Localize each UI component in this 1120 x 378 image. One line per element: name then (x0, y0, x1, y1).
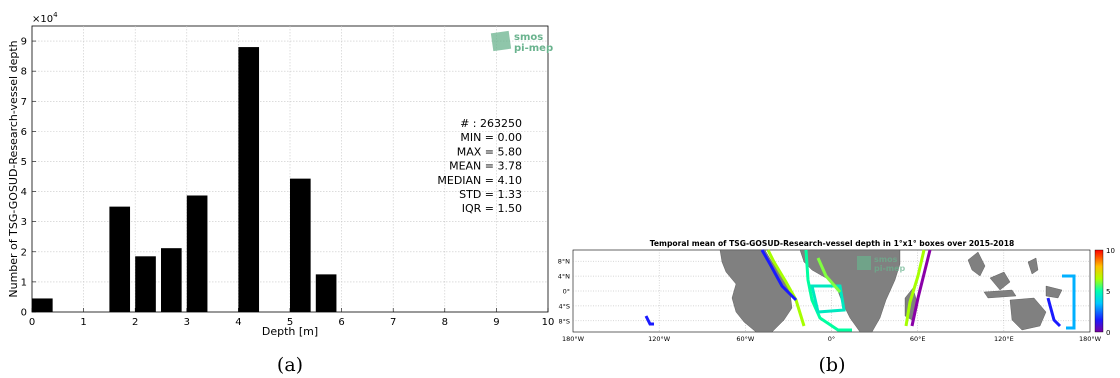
map-y-ticks: 8°N 4°N 0° 4°S 8°S (558, 258, 570, 326)
histogram-bar (161, 248, 182, 312)
track-south-atlantic-green (766, 249, 806, 327)
y-tick-label: 7 (21, 97, 27, 108)
map-logo-line1: smos (874, 255, 898, 264)
histogram-bar (290, 178, 311, 312)
track-indian-purple (910, 249, 932, 327)
histogram-y-axis-label: Number of TSG-GOSUD-Research-vessel dept… (7, 40, 20, 297)
histogram-bars (32, 47, 337, 313)
histogram-bar (135, 256, 156, 312)
borneo-land (989, 271, 1011, 291)
histogram-panel: 0 1 2 3 4 5 6 7 8 9 10 0 1 2 3 4 5 6 7 8 9 ×104 Depth [m] N… (7, 11, 554, 376)
map-x-tick-label: 120°E (994, 335, 1014, 343)
map-x-tick-label: 60°W (736, 335, 755, 343)
panel-label-b: (b) (819, 354, 846, 376)
y-multiplier: ×104 (32, 11, 58, 25)
x-tick-label: 8 (442, 317, 448, 328)
stat-line: MEDIAN = 4.10 (437, 174, 522, 187)
x-tick-label: 6 (338, 317, 344, 328)
y-tick-label: 1 (21, 277, 27, 288)
map-title: Temporal mean of TSG-GOSUD-Research-vess… (650, 239, 1015, 248)
x-tick-label: 1 (80, 317, 86, 328)
map-x-ticks: 180°W 120°W 60°W 0° 60°E 120°E 180°W (562, 335, 1102, 343)
colorbar-tick-label: 5 (1106, 288, 1110, 296)
y-tick-label: 9 (21, 37, 27, 48)
map-y-tick-label: 0° (563, 288, 570, 296)
x-tick-label: 0 (29, 317, 35, 328)
java-land (983, 289, 1017, 299)
y-tick-label: 5 (21, 157, 27, 168)
australia-north-land (1009, 297, 1047, 331)
x-tick-label: 4 (235, 317, 241, 328)
smos-logo: smos pi-mep (490, 30, 553, 54)
map-x-tick-label: 0° (828, 335, 835, 343)
track-brazil-blue (760, 249, 798, 302)
map-logo-line2: pi-mep (874, 264, 906, 273)
logo-line2: pi-mep (514, 43, 553, 54)
map-smos-logo: smos pi-mep (857, 255, 906, 273)
histogram-bar (315, 274, 337, 312)
x-tick-label: 3 (184, 317, 190, 328)
map-x-tick-label: 60°E (910, 335, 926, 343)
colorbar (1094, 249, 1104, 333)
y-tick-label: 2 (21, 247, 27, 258)
histogram-y-ticks: 0 1 2 3 4 5 6 7 8 9 (21, 37, 36, 319)
track-pacific-cyan (1062, 274, 1076, 330)
panel-label-a: (a) (277, 354, 303, 376)
map-panel: Temporal mean of TSG-GOSUD-Research-vess… (558, 239, 1115, 376)
map-y-tick-label: 8°S (558, 317, 570, 325)
x-tick-label: 2 (132, 317, 138, 328)
map-x-tick-label: 180°W (562, 335, 585, 343)
y-tick-label: 0 (21, 308, 27, 319)
map-x-tick-label: 120°W (648, 335, 671, 343)
colorbar-tick-label: 10 (1106, 247, 1115, 255)
x-tick-label: 10 (542, 317, 555, 328)
histogram-bar (32, 298, 53, 312)
map-y-tick-label: 8°N (558, 258, 570, 266)
histogram-bar (109, 206, 131, 312)
y-tick-label: 4 (21, 187, 27, 198)
track-east-pacific-blue (644, 315, 654, 326)
x-tick-label: 5 (287, 317, 293, 328)
logo-cube-icon (490, 30, 512, 52)
colorbar-tick-label: 0 (1106, 329, 1110, 337)
track-pacific-blue (1046, 297, 1062, 328)
histogram-bar (238, 47, 260, 313)
x-tick-label: 7 (390, 317, 396, 328)
stat-line: STD = 1.33 (459, 188, 522, 201)
vessel-tracks (644, 249, 1076, 332)
y-tick-label: 6 (21, 127, 27, 138)
logo-line1: smos (514, 32, 543, 43)
track-indian-green (904, 249, 926, 327)
sumatra-land (967, 251, 986, 277)
colorbar-ticks: 10 5 0 (1106, 247, 1115, 337)
stat-line: MIN = 0.00 (460, 131, 522, 144)
map-y-tick-label: 4°N (558, 273, 570, 281)
map-logo-cube-icon (857, 256, 871, 270)
stat-line: MEAN = 3.78 (449, 160, 522, 173)
histogram-x-ticks: 0 1 2 3 4 5 6 7 8 9 10 (29, 308, 555, 328)
stat-line: # : 263250 (460, 117, 522, 130)
track-box-cyan (810, 284, 846, 314)
map-x-tick-label: 180°W (1079, 335, 1102, 343)
histogram-x-axis-label: Depth [m] (262, 325, 318, 338)
philippines-land (1027, 257, 1039, 275)
stat-line: MAX = 5.80 (457, 145, 522, 158)
y-tick-label: 3 (21, 217, 27, 228)
track-equator-green (816, 257, 842, 293)
map-y-tick-label: 4°S (558, 302, 570, 310)
histogram-bar (186, 195, 208, 312)
x-tick-label: 9 (493, 317, 499, 328)
new-guinea-land (1045, 285, 1063, 299)
y-tick-label: 8 (21, 67, 27, 78)
stat-line: IQR = 1.50 (462, 202, 522, 215)
